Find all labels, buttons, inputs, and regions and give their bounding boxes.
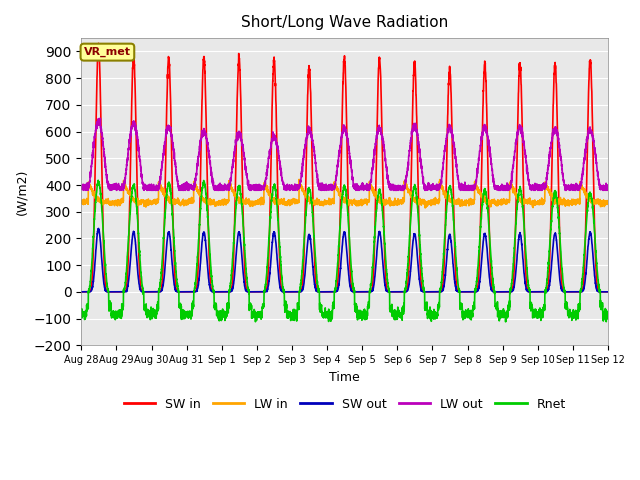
LW out bbox=[493, 186, 500, 192]
LW in bbox=[463, 200, 470, 206]
LW in bbox=[604, 200, 612, 206]
Line: Rnet: Rnet bbox=[81, 180, 608, 322]
Rnet bbox=[94, 178, 102, 183]
LW out bbox=[172, 167, 180, 173]
LW out bbox=[325, 185, 333, 191]
X-axis label: Time: Time bbox=[330, 371, 360, 384]
SW out bbox=[77, 289, 85, 295]
SW in bbox=[604, 289, 611, 295]
Text: VR_met: VR_met bbox=[84, 47, 131, 57]
LW out bbox=[77, 183, 85, 189]
SW in bbox=[433, 289, 441, 295]
Rnet bbox=[433, 313, 441, 319]
Legend: SW in, LW in, SW out, LW out, Rnet: SW in, LW in, SW out, LW out, Rnet bbox=[118, 393, 571, 416]
LW in bbox=[493, 203, 500, 208]
SW out bbox=[433, 289, 441, 295]
LW in bbox=[295, 177, 303, 182]
LW in bbox=[434, 199, 442, 205]
LW in bbox=[77, 200, 85, 205]
LW in bbox=[604, 201, 611, 207]
LW out bbox=[463, 184, 470, 190]
Rnet bbox=[325, 312, 333, 317]
Line: SW out: SW out bbox=[81, 228, 608, 292]
Rnet bbox=[604, 311, 612, 316]
SW in bbox=[325, 289, 333, 295]
SW out bbox=[325, 289, 333, 295]
SW in bbox=[463, 289, 470, 295]
LW out bbox=[604, 187, 612, 193]
Rnet bbox=[604, 312, 611, 318]
Line: LW out: LW out bbox=[81, 119, 608, 191]
LW out bbox=[434, 186, 442, 192]
Y-axis label: (W/m2): (W/m2) bbox=[15, 168, 28, 215]
Rnet bbox=[77, 312, 85, 318]
SW out bbox=[604, 289, 611, 295]
LW in bbox=[325, 195, 333, 201]
SW in bbox=[172, 286, 180, 291]
SW in bbox=[77, 289, 85, 295]
LW in bbox=[172, 198, 180, 204]
SW in bbox=[493, 289, 500, 295]
SW out bbox=[604, 289, 612, 295]
Title: Short/Long Wave Radiation: Short/Long Wave Radiation bbox=[241, 15, 448, 30]
LW out bbox=[97, 116, 104, 121]
LW in bbox=[421, 205, 429, 211]
SW out bbox=[95, 226, 102, 231]
LW out bbox=[604, 183, 611, 189]
Line: LW in: LW in bbox=[81, 180, 608, 208]
Rnet bbox=[493, 303, 500, 309]
SW out bbox=[463, 289, 470, 295]
Rnet bbox=[502, 319, 509, 324]
SW out bbox=[172, 288, 180, 294]
Rnet bbox=[172, 269, 180, 275]
Line: SW in: SW in bbox=[81, 43, 608, 292]
SW in bbox=[604, 289, 612, 295]
Rnet bbox=[463, 312, 470, 317]
SW in bbox=[95, 40, 102, 46]
LW out bbox=[80, 188, 88, 193]
SW out bbox=[493, 289, 500, 295]
